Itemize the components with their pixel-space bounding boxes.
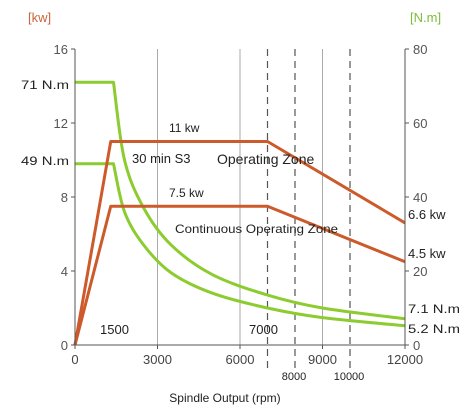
right-axis-unit: [N.m]: [410, 10, 441, 25]
torque-series-71nm: [75, 80, 406, 321]
power-6-6kw-label: 6.6 kw: [408, 207, 446, 222]
power-11kw-label: 11 kw: [169, 121, 200, 135]
power-series-11kw: [73, 140, 406, 346]
rpm-10000-label: 10000: [334, 371, 365, 383]
y-right-tick-label-0: 0: [413, 338, 420, 353]
chart-series: [73, 80, 406, 346]
x-tick-label-1: 3000: [143, 352, 172, 367]
grid-lines: [157, 49, 323, 345]
y-right-tick-label-1: 20: [413, 264, 427, 279]
x-axis-title: Spindle Output (rpm): [169, 391, 280, 405]
y-right-tick-label-4: 80: [413, 42, 427, 57]
torque-7-1-label: 7.1 N.m: [408, 302, 460, 316]
power-series-7-5kw: [73, 204, 406, 346]
y-left-tick-label-4: 16: [54, 42, 68, 57]
rpm-8000-label: 8000: [282, 371, 306, 383]
left-axis-unit: [kw]: [28, 10, 51, 25]
y-left-tick-label-1: 4: [61, 264, 68, 279]
rpm-7000-label: 7000: [249, 322, 278, 337]
power-7-5kw-label: 7.5 kw: [169, 186, 204, 200]
torque-series-49nm: [75, 162, 406, 328]
x-tick-label-0: 0: [71, 352, 78, 367]
x-tick-label-3: 9000: [308, 352, 337, 367]
y-left-tick-label-2: 8: [61, 190, 68, 205]
y-left-tick-label-3: 12: [54, 116, 68, 131]
zone-s3-label: 30 min S3: [132, 151, 191, 166]
y-right-tick-label-3: 60: [413, 116, 427, 131]
y-right-tick-label-2: 40: [413, 190, 427, 205]
y-left-tick-label-0: 0: [61, 338, 68, 353]
zone-continuous-label: Continuous Operating Zone: [175, 222, 338, 236]
power-4-5kw-label: 4.5 kw: [408, 246, 446, 261]
x-tick-label-2: 6000: [226, 352, 255, 367]
rpm-1500-label: 1500: [100, 322, 129, 337]
x-tick-label-4: 12000: [387, 352, 423, 367]
torque-49-label: 49 N.m: [21, 154, 69, 168]
torque-71-label: 71 N.m: [21, 78, 69, 92]
torque-5-2-label: 5.2 N.m: [408, 322, 460, 336]
zone-operating-label: Operating Zone: [217, 151, 314, 167]
